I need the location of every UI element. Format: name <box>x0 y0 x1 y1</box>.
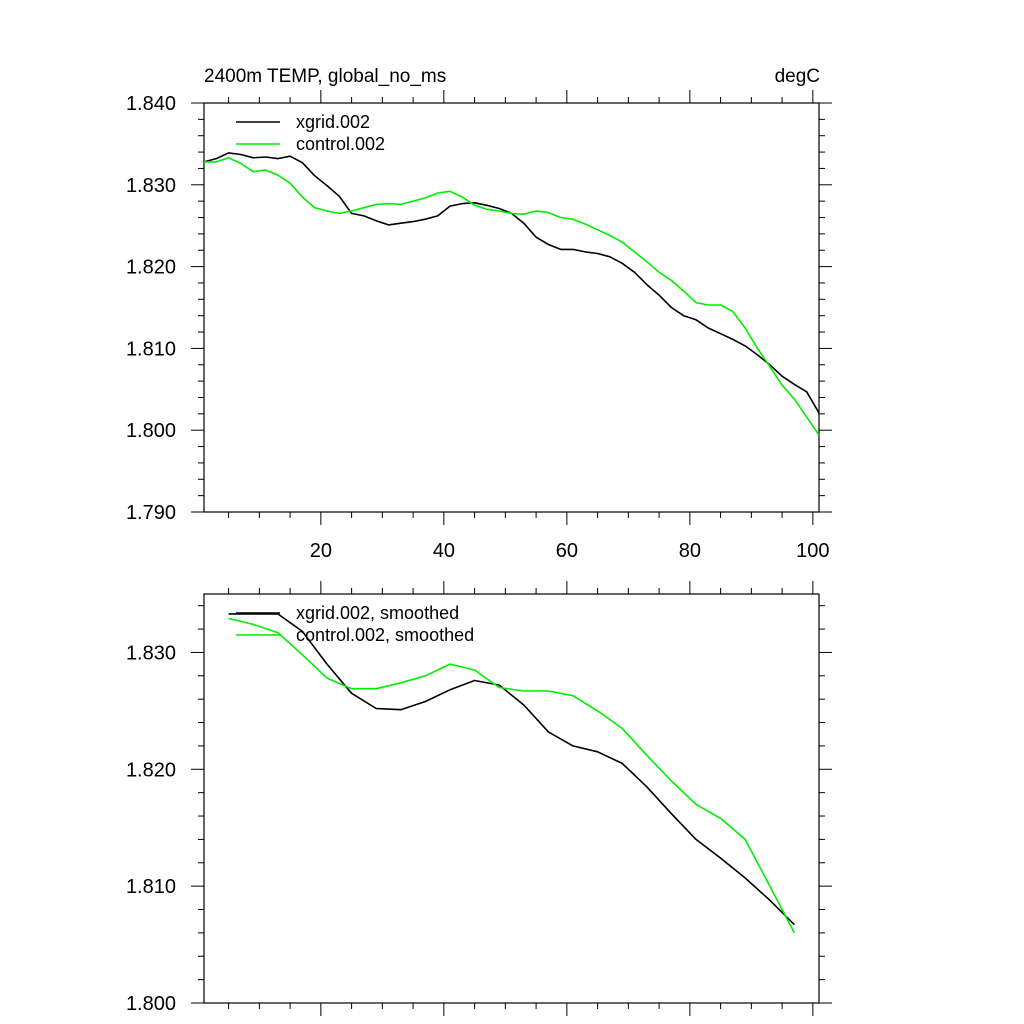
y-tick-label: 1.800 <box>126 993 176 1015</box>
y-tick-label: 1.840 <box>126 93 176 115</box>
bottom-plot-frame <box>203 593 820 1004</box>
y-tick-label: 1.830 <box>126 175 176 197</box>
top-panel: 1.790 1.800 1.810 1.820 1.830 1.840 20 40 60 80 1… <box>126 90 832 562</box>
top-legend-label-xgrid: xgrid.002 <box>296 112 370 132</box>
x-tick-label: 60 <box>556 540 578 562</box>
top-legend-label-control: control.002 <box>296 134 385 154</box>
top-tick-marks <box>191 90 832 525</box>
top-series-control-line <box>204 157 820 436</box>
bottom-series-control-smoothed-line <box>228 617 796 934</box>
y-tick-label: 1.830 <box>126 642 176 664</box>
x-tick-label: 100 <box>796 540 829 562</box>
y-tick-label: 1.790 <box>126 502 176 524</box>
x-tick-label: 20 <box>310 540 332 562</box>
y-tick-label: 1.810 <box>126 338 176 360</box>
bottom-series-xgrid-smoothed-line <box>228 613 795 926</box>
chart-title: 2400m TEMP, global_no_ms <box>204 66 446 87</box>
units-label: degC <box>775 66 820 87</box>
y-tick-label: 1.820 <box>126 257 176 279</box>
bottom-legend-label-control: control.002, smoothed <box>296 625 474 645</box>
y-tick-label: 1.810 <box>126 876 176 898</box>
bottom-tick-marks <box>191 581 832 1016</box>
top-plot-frame <box>203 102 820 513</box>
top-legend: xgrid.002 control.002 <box>236 112 385 154</box>
y-tick-label: 1.820 <box>126 759 176 781</box>
bottom-legend-label-xgrid: xgrid.002, smoothed <box>296 603 459 623</box>
x-tick-label: 40 <box>433 540 455 562</box>
top-x-tick-labels: 20 40 60 80 100 <box>310 540 830 562</box>
top-y-tick-labels: 1.790 1.800 1.810 1.820 1.830 1.840 <box>126 93 176 524</box>
y-tick-label: 1.800 <box>126 420 176 442</box>
bottom-y-tick-labels: 1.800 1.810 1.820 1.830 <box>126 642 176 1015</box>
bottom-legend: xgrid.002, smoothed control.002, smoothe… <box>236 603 474 645</box>
x-tick-label: 80 <box>679 540 701 562</box>
bottom-panel: 1.800 1.810 1.820 1.830 xgrid.002, smoothed… <box>126 581 832 1016</box>
